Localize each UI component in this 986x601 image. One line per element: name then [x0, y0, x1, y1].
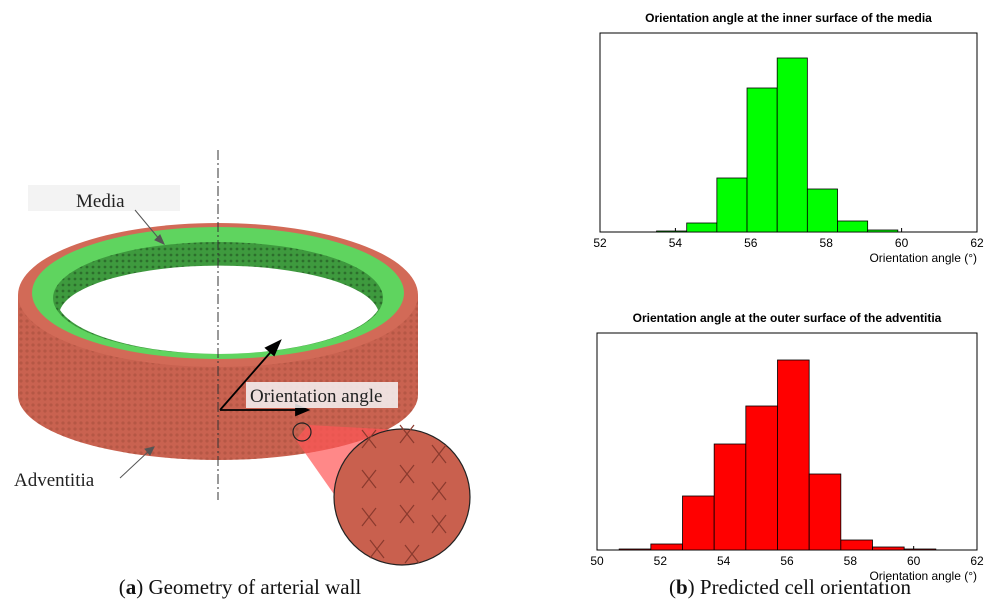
- histogram-bar: [838, 221, 868, 232]
- x-tick-label: 58: [844, 554, 858, 568]
- histogram-bar: [873, 547, 905, 550]
- histogram-bar: [809, 474, 841, 550]
- x-axis-label: Orientation angle (°): [869, 251, 977, 265]
- x-tick-label: 58: [820, 236, 834, 250]
- histogram-bar: [746, 406, 778, 550]
- histogram-bar: [747, 88, 777, 232]
- caption: (a) Geometry of arterial wall: [119, 575, 362, 599]
- x-tick-label: 52: [654, 554, 668, 568]
- caption-part: b: [676, 575, 688, 599]
- chart-title: Orientation angle at the inner surface o…: [645, 11, 932, 25]
- histogram-bar: [807, 189, 837, 232]
- figure: Media Orientation angle Adventitia (a) G…: [0, 0, 986, 601]
- x-axis-label: Orientation angle (°): [869, 569, 977, 583]
- x-tick-label: 50: [590, 554, 604, 568]
- histogram-bar: [619, 549, 651, 550]
- caption-part: (: [669, 575, 676, 599]
- x-tick-label: 62: [970, 236, 984, 250]
- x-tick-label: 56: [744, 236, 758, 250]
- histogram-bar: [683, 496, 715, 550]
- histogram-bar: [714, 444, 746, 550]
- artery-illustration: [18, 150, 470, 565]
- caption-part: (: [119, 575, 126, 599]
- page: Media Orientation angle Adventitia (a) G…: [0, 0, 986, 601]
- x-tick-label: 60: [907, 554, 921, 568]
- histogram-bar: [841, 540, 873, 550]
- caption-part: ) Geometry of arterial wall: [136, 575, 361, 599]
- annotation: Orientation angle: [250, 386, 382, 407]
- histogram-bar: [717, 178, 747, 232]
- x-tick-label: 54: [669, 236, 683, 250]
- histogram-bar: [687, 223, 717, 232]
- histogram-bar: [777, 58, 807, 232]
- caption-part: a: [126, 575, 137, 599]
- x-tick-label: 56: [780, 554, 794, 568]
- histogram-bar: [868, 230, 898, 232]
- histogram-bar: [778, 360, 810, 550]
- x-tick-label: 52: [593, 236, 607, 250]
- x-tick-label: 54: [717, 554, 731, 568]
- annotation: Adventitia: [14, 470, 95, 491]
- histogram-bar: [657, 231, 687, 232]
- x-tick-label: 62: [970, 554, 984, 568]
- annotation: Media: [76, 191, 125, 212]
- histogram-bar: [904, 549, 936, 550]
- histogram-bar: [651, 544, 683, 550]
- x-tick-label: 60: [895, 236, 909, 250]
- chart-title: Orientation angle at the outer surface o…: [633, 311, 942, 325]
